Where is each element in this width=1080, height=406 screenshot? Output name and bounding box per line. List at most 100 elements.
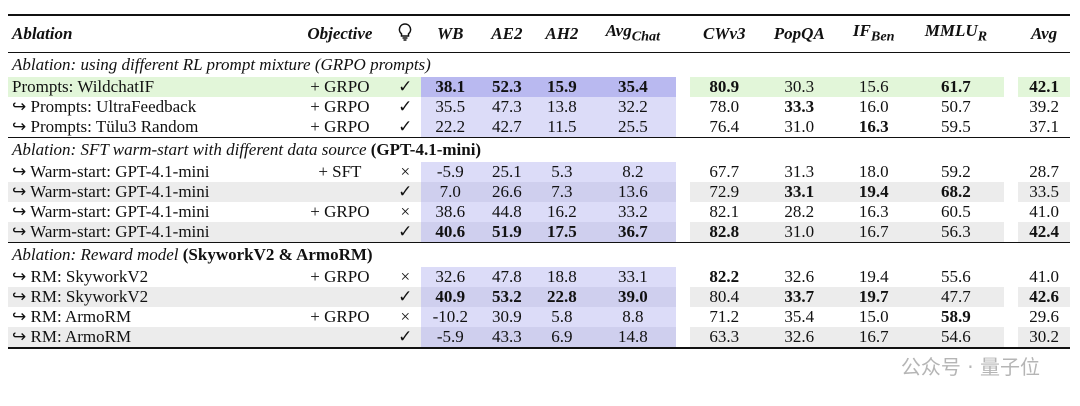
value-cell: 80.9 [689, 77, 759, 97]
value-cell: 60.5 [941, 202, 971, 221]
value-cell: 42.1 [1018, 77, 1070, 97]
data-row: ↪ Warm-start: GPT-4.1-mini ✓ 40.6 51.9 17.5 3… [8, 222, 1070, 243]
value-cell: 47.3 [480, 97, 534, 117]
value-cell: 31.0 [784, 117, 815, 136]
header-subscript: Chat [631, 28, 661, 45]
column-header [390, 15, 421, 53]
gap [675, 287, 690, 307]
data-row: ↪ RM: ArmoRM + GRPO × -10.2 30.9 5.8 8.8 71.2 35… [8, 307, 1070, 327]
mark: ✓ [390, 327, 421, 348]
value-cell: 19.4 [858, 267, 889, 286]
value-cell: 15.0 [858, 307, 889, 326]
header-text: PopQA [773, 24, 825, 43]
column-header: CWv3 [689, 15, 759, 53]
ablation-name: ↪ Warm-start: GPT-4.1-mini [12, 202, 210, 221]
value-cell: 67.7 [709, 162, 740, 181]
gap [675, 77, 690, 97]
value-cell: 14.8 [590, 327, 676, 348]
value-cell: 32.6 [758, 327, 840, 348]
header-text: AH2 [545, 24, 579, 43]
gap [675, 307, 690, 327]
value-cell: 25.5 [590, 117, 676, 138]
lightbulb-icon [399, 22, 412, 41]
value-cell: 37.1 [1029, 117, 1059, 136]
gap [675, 202, 690, 222]
gap [1004, 327, 1019, 348]
gap [675, 222, 690, 243]
section-title-bold: (SkyworkV2 & ArmoRM) [182, 245, 373, 264]
objective [289, 327, 391, 348]
value-cell: 28.2 [784, 202, 815, 221]
section-title-italic: Ablation: Reward model [12, 245, 183, 264]
header-text: CWv3 [703, 24, 746, 43]
value-cell: 42.7 [480, 117, 534, 138]
value-cell: 30.9 [480, 307, 534, 327]
gap [675, 182, 690, 202]
objective: + GRPO [310, 97, 370, 116]
value-cell: 35.4 [590, 77, 676, 97]
section-row: Ablation: using different RL prompt mixt… [8, 53, 1070, 78]
ablation-name: ↪ Warm-start: GPT-4.1-mini [8, 182, 290, 202]
objective: + GRPO [289, 77, 391, 97]
objective: + GRPO [310, 117, 370, 136]
value-cell: -5.9 [420, 162, 481, 182]
header-text: MMLU [924, 21, 978, 41]
value-cell: 8.2 [590, 162, 676, 182]
objective: + SFT [318, 162, 362, 181]
value-cell: 31.0 [758, 222, 840, 243]
value-cell: 76.4 [709, 117, 740, 136]
value-cell: 50.7 [941, 97, 971, 116]
value-cell: 38.1 [420, 77, 481, 97]
value-cell: 16.3 [858, 202, 889, 221]
header-text: Avg [605, 21, 632, 41]
data-row: ↪ Warm-start: GPT-4.1-mini ✓ 7.0 26.6 7.3 13.… [8, 182, 1070, 202]
column-header: Ablation [8, 15, 290, 53]
value-cell: 18.8 [533, 267, 591, 287]
gap [1004, 182, 1019, 202]
value-cell: 41.0 [1029, 202, 1059, 221]
value-cell: 5.3 [533, 162, 591, 182]
value-cell: 54.6 [907, 327, 1005, 348]
gap [675, 162, 690, 182]
header-row: Ablation Objective WB AE2 AH2 AvgChat CWv3 PopQ… [8, 15, 1070, 53]
value-cell: 41.0 [1029, 267, 1059, 286]
ablation-name: ↪ Warm-start: GPT-4.1-mini [12, 162, 210, 181]
section-row: Ablation: Reward model (SkyworkV2 & Armo… [8, 242, 1070, 267]
objective [289, 287, 391, 307]
value-cell: 6.9 [533, 327, 591, 348]
value-cell: 18.0 [858, 162, 889, 181]
value-cell: 33.7 [758, 287, 840, 307]
value-cell: 58.9 [941, 307, 971, 326]
value-cell: -5.9 [420, 327, 481, 348]
value-cell: 22.8 [533, 287, 591, 307]
header-text: Ablation [12, 24, 73, 43]
value-cell: 8.8 [590, 307, 676, 327]
section-title-italic: Ablation: SFT warm-start with different … [12, 140, 371, 159]
value-cell: 68.2 [907, 182, 1005, 202]
column-header: AvgChat [590, 15, 676, 53]
column-header: AE2 [480, 15, 534, 53]
value-cell: 33.3 [784, 97, 815, 116]
value-cell: 39.0 [590, 287, 676, 307]
objective [289, 222, 391, 243]
value-cell: 47.7 [907, 287, 1005, 307]
column-header: IFBen [839, 15, 908, 53]
column-header: MMLUR [907, 15, 1005, 53]
value-cell: 15.9 [533, 77, 591, 97]
objective: + GRPO [310, 307, 370, 326]
mark: × [400, 267, 411, 286]
value-cell: 7.0 [420, 182, 481, 202]
mark: × [400, 162, 411, 181]
value-cell: 59.2 [941, 162, 971, 181]
ablation-name: ↪ RM: SkyworkV2 [8, 287, 290, 307]
value-cell: 53.2 [480, 287, 534, 307]
ablation-name: ↪ Prompts: Tülu3 Random [12, 117, 199, 136]
value-cell: 42.4 [1018, 222, 1070, 243]
value-cell: 78.0 [709, 97, 740, 116]
section-title: Ablation: using different RL prompt mixt… [8, 53, 1070, 78]
value-cell: 72.9 [689, 182, 759, 202]
column-header: PopQA [758, 15, 840, 53]
value-cell: 56.3 [907, 222, 1005, 243]
mark: ✓ [398, 97, 413, 116]
